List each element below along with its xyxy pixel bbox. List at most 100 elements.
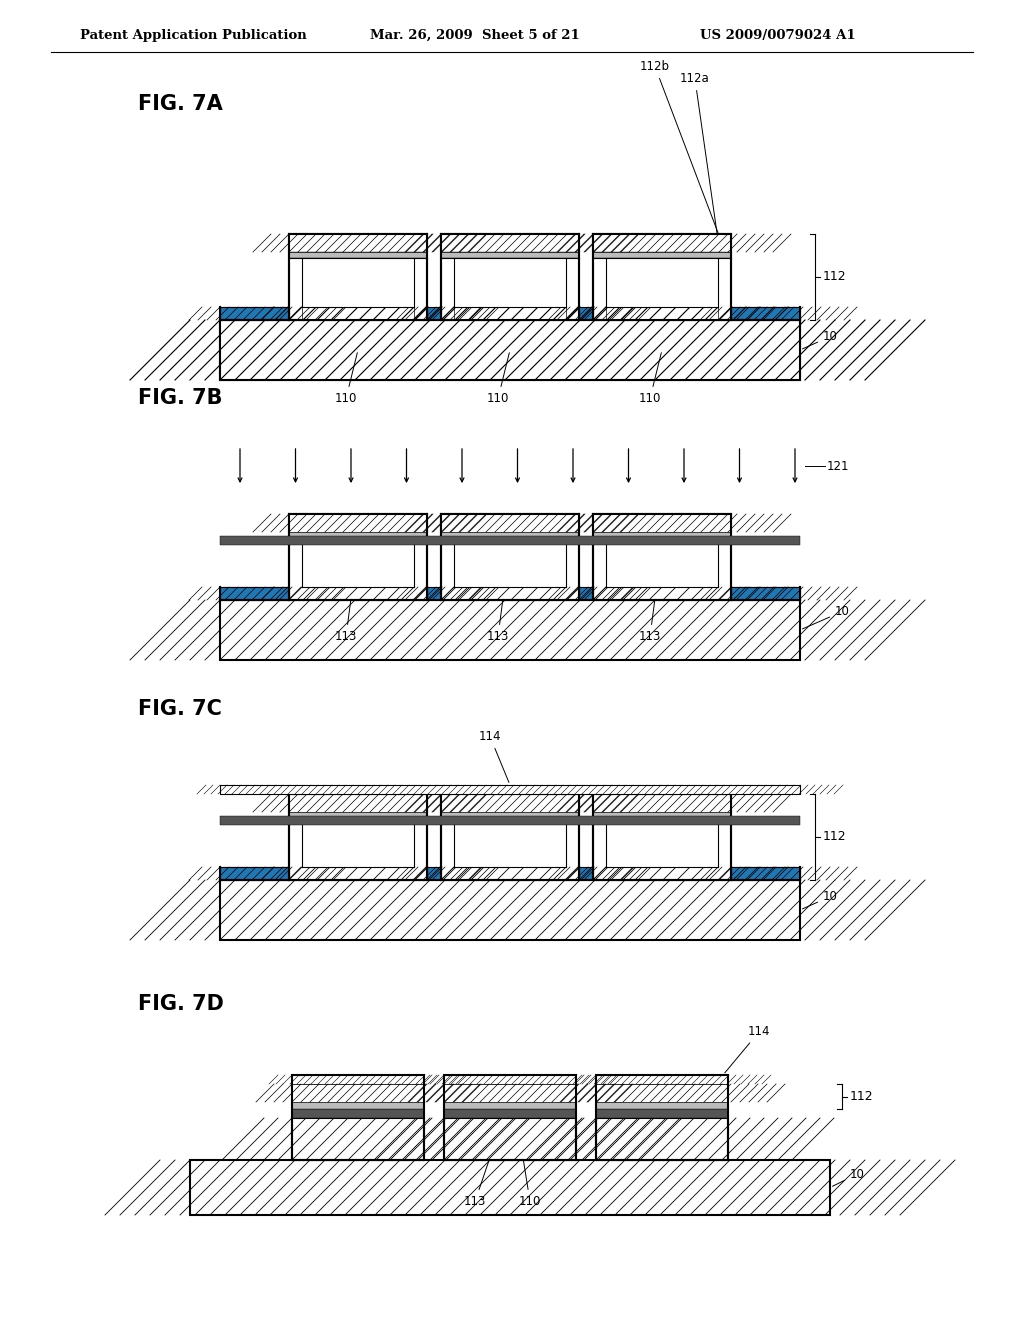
Bar bbox=[596, 1084, 728, 1102]
Text: 112: 112 bbox=[850, 1090, 873, 1104]
Bar bbox=[444, 1074, 575, 1084]
Text: 121: 121 bbox=[827, 459, 850, 473]
Bar bbox=[606, 587, 718, 601]
Bar bbox=[444, 1109, 575, 1118]
Bar bbox=[292, 1109, 424, 1118]
Bar bbox=[593, 234, 731, 252]
Bar bbox=[444, 1074, 575, 1084]
Bar bbox=[220, 816, 800, 825]
Bar bbox=[731, 587, 800, 601]
Bar bbox=[289, 532, 427, 539]
Bar bbox=[596, 1118, 728, 1160]
Text: 110: 110 bbox=[519, 1142, 542, 1208]
Text: 113: 113 bbox=[486, 548, 510, 643]
Bar bbox=[593, 795, 731, 880]
Bar bbox=[427, 587, 441, 601]
Text: FIG. 7B: FIG. 7B bbox=[138, 388, 222, 408]
Text: 112: 112 bbox=[823, 830, 847, 843]
Bar bbox=[289, 795, 427, 880]
Bar bbox=[579, 308, 593, 319]
Bar bbox=[444, 1084, 575, 1102]
Bar bbox=[454, 867, 566, 880]
Bar bbox=[593, 513, 731, 601]
Bar bbox=[596, 1102, 728, 1109]
Bar bbox=[454, 587, 566, 601]
Bar bbox=[427, 867, 441, 880]
Bar bbox=[289, 234, 427, 252]
Text: 10: 10 bbox=[833, 1167, 865, 1187]
Bar bbox=[444, 1102, 575, 1109]
Bar bbox=[220, 601, 800, 660]
Bar bbox=[220, 308, 289, 319]
Bar bbox=[593, 812, 731, 818]
Text: FIG. 7D: FIG. 7D bbox=[138, 994, 224, 1014]
Bar bbox=[302, 308, 414, 319]
Bar bbox=[292, 1084, 424, 1102]
Bar bbox=[441, 795, 579, 812]
Bar bbox=[302, 818, 414, 867]
Bar bbox=[606, 257, 718, 308]
Bar bbox=[593, 252, 731, 257]
Bar bbox=[454, 308, 566, 319]
Bar bbox=[596, 1084, 728, 1102]
Bar bbox=[220, 785, 800, 795]
Text: FIG. 7C: FIG. 7C bbox=[138, 700, 222, 719]
Bar bbox=[302, 539, 414, 587]
Bar bbox=[190, 1160, 830, 1214]
Bar bbox=[596, 1074, 728, 1084]
Text: US 2009/0079024 A1: US 2009/0079024 A1 bbox=[700, 29, 856, 41]
Bar bbox=[593, 234, 731, 319]
Text: 110: 110 bbox=[639, 352, 662, 405]
Bar bbox=[302, 587, 414, 601]
Bar bbox=[454, 257, 566, 308]
Text: 10: 10 bbox=[803, 890, 838, 909]
Bar bbox=[731, 867, 800, 880]
Bar bbox=[427, 587, 441, 601]
Bar bbox=[292, 1084, 424, 1102]
Bar bbox=[454, 308, 566, 319]
Text: 110: 110 bbox=[335, 352, 357, 405]
Bar bbox=[289, 252, 427, 257]
Bar bbox=[441, 532, 579, 539]
Bar bbox=[731, 308, 800, 319]
Bar bbox=[731, 867, 800, 880]
Bar bbox=[289, 513, 427, 601]
Bar bbox=[593, 795, 731, 812]
Bar bbox=[606, 308, 718, 319]
Bar bbox=[596, 1118, 728, 1160]
Bar bbox=[441, 795, 579, 812]
Text: FIG. 7A: FIG. 7A bbox=[138, 94, 223, 114]
Bar bbox=[596, 1074, 728, 1160]
Bar bbox=[444, 1084, 575, 1102]
Bar bbox=[593, 513, 731, 532]
Bar bbox=[220, 536, 800, 545]
Bar bbox=[292, 1074, 424, 1084]
Bar bbox=[441, 234, 579, 252]
Bar bbox=[444, 1074, 575, 1160]
Bar bbox=[220, 785, 800, 795]
Bar bbox=[220, 319, 800, 380]
Text: 114: 114 bbox=[479, 730, 509, 783]
Bar bbox=[606, 867, 718, 880]
Bar bbox=[289, 795, 427, 812]
Bar bbox=[220, 319, 800, 380]
Text: 113: 113 bbox=[464, 1117, 504, 1208]
Bar bbox=[427, 867, 441, 880]
Bar bbox=[289, 513, 427, 532]
Bar bbox=[441, 234, 579, 252]
Bar bbox=[220, 587, 289, 601]
Text: 10: 10 bbox=[803, 605, 850, 628]
Bar bbox=[289, 234, 427, 319]
Bar bbox=[441, 795, 579, 880]
Bar bbox=[220, 880, 800, 940]
Bar bbox=[220, 319, 800, 380]
Bar bbox=[289, 234, 427, 252]
Bar bbox=[579, 587, 593, 601]
Bar bbox=[731, 587, 800, 601]
Text: 114: 114 bbox=[725, 1026, 770, 1073]
Bar bbox=[606, 308, 718, 319]
Bar bbox=[441, 513, 579, 532]
Bar bbox=[606, 539, 718, 587]
Text: 10: 10 bbox=[803, 330, 838, 348]
Bar bbox=[292, 1074, 424, 1160]
